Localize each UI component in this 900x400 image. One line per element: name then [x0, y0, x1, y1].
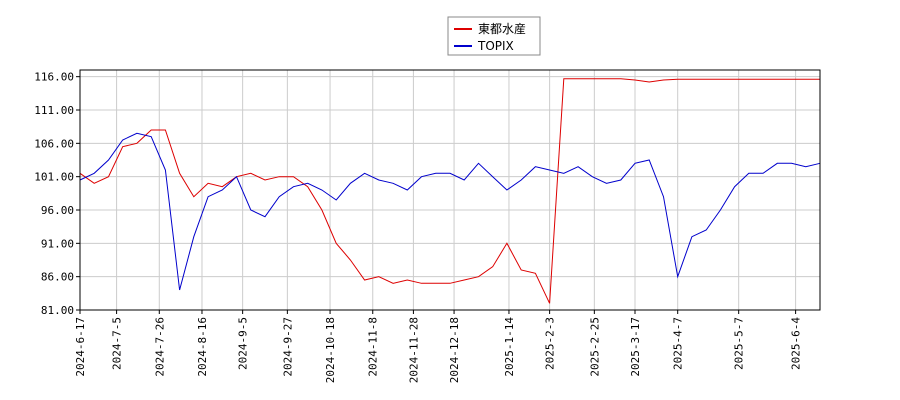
x-tick-label: 2024-6-17 — [74, 317, 87, 377]
y-tick-label: 111.00 — [34, 104, 74, 117]
legend-label: TOPIX — [477, 39, 514, 53]
legend-box — [447, 16, 541, 56]
x-tick-label: 2025-1-14 — [503, 317, 516, 377]
x-tick-label: 2025-2-3 — [544, 317, 557, 370]
series-line — [79, 132, 821, 291]
legend-label: 東都水産 — [478, 21, 526, 36]
y-tick-label: 96.00 — [41, 204, 74, 217]
x-tick-label: 2024-11-8 — [367, 317, 380, 377]
x-tick-label: 2024-11-28 — [407, 317, 420, 383]
y-tick-label: 81.00 — [41, 304, 74, 317]
plot-frame — [79, 69, 821, 311]
x-tick-label: 2024-9-5 — [237, 317, 250, 370]
x-tick-label: 2025-2-25 — [588, 317, 601, 377]
x-tick-label: 2024-8-16 — [196, 317, 209, 377]
x-tick-label: 2025-4-7 — [672, 317, 685, 370]
y-tick-label: 86.00 — [41, 271, 74, 284]
x-tick-label: 2024-7-5 — [111, 317, 124, 370]
x-tick-label: 2024-12-18 — [448, 317, 461, 383]
x-tick-label: 2025-5-7 — [733, 317, 746, 370]
legend: 東都水産 TOPIX — [447, 16, 541, 56]
series-line — [79, 78, 820, 304]
y-tick-label: 101.00 — [34, 171, 74, 184]
y-tick-label: 106.00 — [34, 137, 74, 150]
x-tick-label: 2025-3-17 — [629, 317, 642, 377]
x-tick-label: 2024-9-27 — [281, 317, 294, 377]
x-tick-label: 2025-6-4 — [790, 317, 803, 370]
y-tick-label: 116.00 — [34, 71, 74, 84]
x-tick-label: 2024-10-18 — [324, 317, 337, 383]
y-tick-label: 91.00 — [41, 237, 74, 250]
x-tick-label: 2024-7-26 — [153, 317, 166, 377]
